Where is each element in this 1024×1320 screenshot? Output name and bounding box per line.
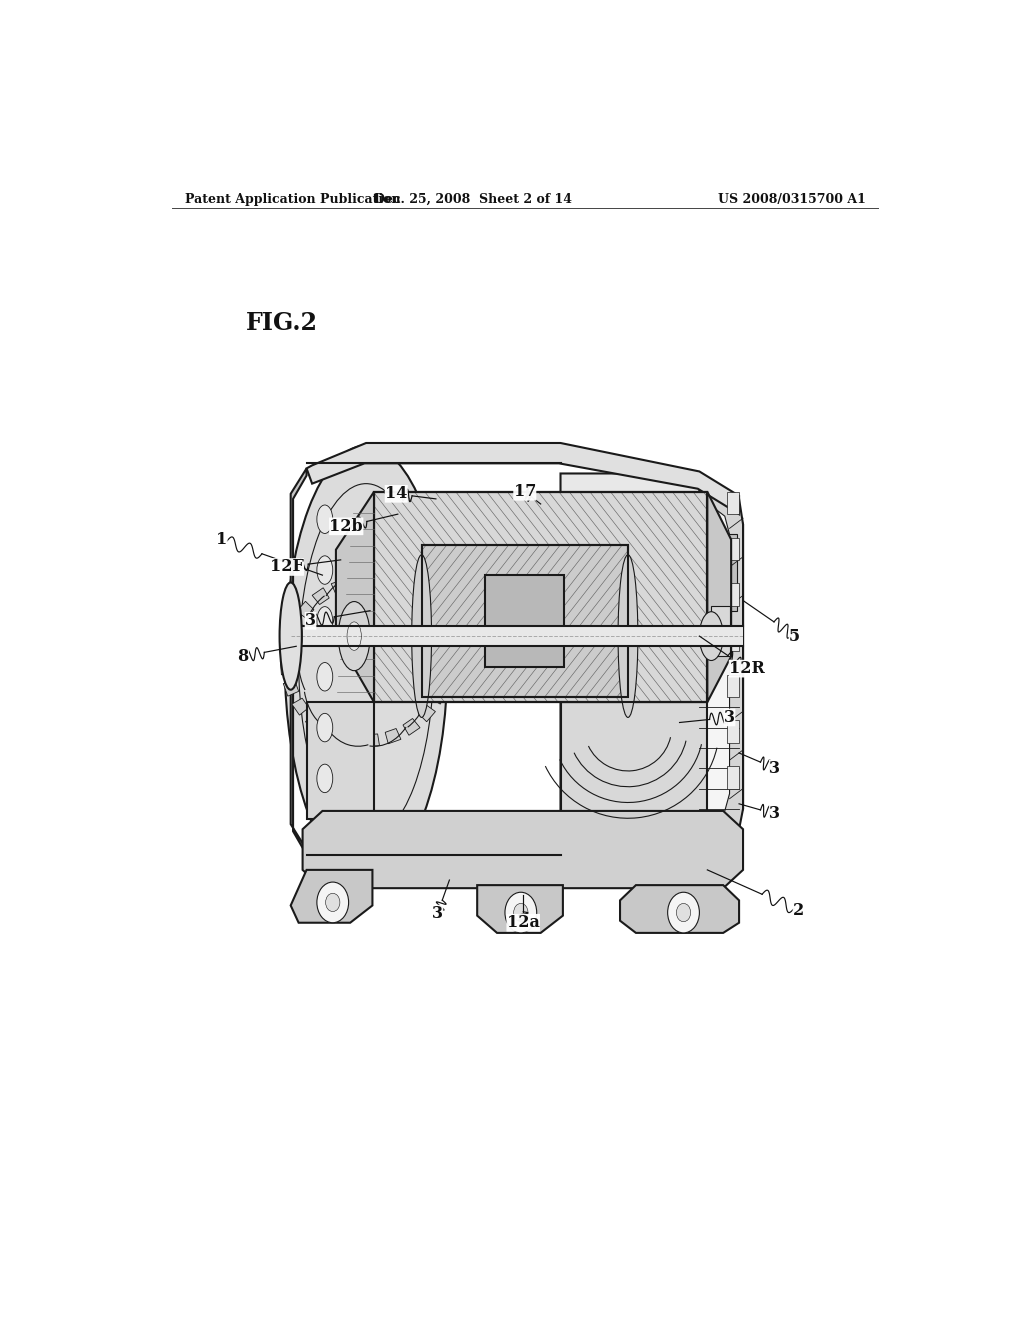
- Circle shape: [326, 894, 340, 912]
- Polygon shape: [374, 492, 708, 702]
- Polygon shape: [367, 734, 380, 747]
- Polygon shape: [392, 582, 409, 598]
- Polygon shape: [727, 675, 739, 697]
- Text: FIG.2: FIG.2: [246, 312, 317, 335]
- Ellipse shape: [316, 713, 333, 742]
- Polygon shape: [560, 474, 743, 854]
- Ellipse shape: [699, 611, 723, 660]
- Polygon shape: [291, 870, 373, 923]
- Circle shape: [505, 892, 537, 933]
- Polygon shape: [385, 729, 401, 743]
- Polygon shape: [303, 810, 743, 888]
- Ellipse shape: [280, 595, 302, 677]
- Ellipse shape: [316, 663, 333, 690]
- Polygon shape: [281, 661, 293, 675]
- Polygon shape: [722, 535, 737, 611]
- Polygon shape: [437, 669, 452, 684]
- Polygon shape: [297, 602, 314, 618]
- Ellipse shape: [280, 582, 302, 690]
- Ellipse shape: [280, 606, 302, 667]
- Polygon shape: [424, 609, 440, 624]
- Text: 3: 3: [724, 709, 735, 726]
- Polygon shape: [286, 619, 302, 635]
- Ellipse shape: [347, 622, 361, 651]
- Polygon shape: [306, 702, 374, 818]
- Polygon shape: [485, 576, 564, 667]
- Text: 2: 2: [793, 902, 804, 919]
- Polygon shape: [712, 606, 729, 656]
- Text: 8: 8: [238, 648, 249, 665]
- Polygon shape: [577, 494, 729, 832]
- Polygon shape: [422, 545, 628, 697]
- Polygon shape: [708, 492, 731, 702]
- Circle shape: [514, 903, 528, 921]
- Polygon shape: [477, 886, 563, 933]
- Text: 3: 3: [769, 805, 780, 822]
- Text: 3: 3: [432, 906, 443, 923]
- Polygon shape: [312, 587, 329, 605]
- Polygon shape: [727, 721, 739, 743]
- Text: 14: 14: [385, 486, 408, 503]
- Circle shape: [668, 892, 699, 933]
- Polygon shape: [284, 681, 299, 696]
- Polygon shape: [352, 577, 367, 589]
- Polygon shape: [727, 766, 739, 788]
- Text: Dec. 25, 2008  Sheet 2 of 14: Dec. 25, 2008 Sheet 2 of 14: [374, 193, 572, 206]
- Polygon shape: [324, 725, 340, 741]
- Polygon shape: [620, 886, 739, 933]
- Polygon shape: [403, 718, 420, 735]
- Circle shape: [677, 903, 690, 921]
- Polygon shape: [410, 593, 427, 610]
- Ellipse shape: [316, 556, 333, 585]
- Polygon shape: [418, 705, 435, 722]
- Polygon shape: [560, 702, 708, 818]
- Polygon shape: [336, 492, 374, 702]
- Polygon shape: [292, 698, 308, 715]
- Text: 1: 1: [216, 531, 227, 548]
- Text: 17: 17: [514, 483, 536, 500]
- Polygon shape: [306, 444, 739, 515]
- Ellipse shape: [316, 607, 333, 635]
- Text: 12a: 12a: [507, 915, 540, 931]
- Text: US 2008/0315700 A1: US 2008/0315700 A1: [718, 193, 866, 206]
- Polygon shape: [291, 469, 306, 854]
- Text: 5: 5: [790, 627, 800, 644]
- Ellipse shape: [285, 446, 447, 878]
- Text: 12F: 12F: [269, 558, 304, 576]
- Text: 3: 3: [769, 760, 780, 776]
- Polygon shape: [727, 537, 739, 560]
- Polygon shape: [374, 577, 388, 590]
- Polygon shape: [291, 626, 743, 647]
- Text: 12b: 12b: [330, 517, 364, 535]
- Polygon shape: [439, 648, 452, 661]
- Polygon shape: [727, 583, 739, 606]
- Polygon shape: [727, 492, 739, 515]
- Ellipse shape: [618, 554, 638, 718]
- Ellipse shape: [338, 602, 370, 671]
- Polygon shape: [305, 713, 323, 730]
- Polygon shape: [331, 579, 347, 594]
- Ellipse shape: [412, 554, 431, 718]
- Ellipse shape: [316, 506, 333, 533]
- Polygon shape: [699, 474, 743, 854]
- Polygon shape: [374, 492, 708, 702]
- Circle shape: [316, 882, 348, 923]
- Ellipse shape: [316, 764, 333, 792]
- Polygon shape: [433, 627, 449, 643]
- Polygon shape: [430, 688, 446, 704]
- Text: Patent Application Publication: Patent Application Publication: [185, 193, 400, 206]
- Polygon shape: [281, 639, 295, 653]
- Polygon shape: [344, 733, 358, 746]
- Text: 12R: 12R: [729, 660, 765, 677]
- Text: 3: 3: [305, 612, 316, 630]
- Polygon shape: [727, 630, 739, 651]
